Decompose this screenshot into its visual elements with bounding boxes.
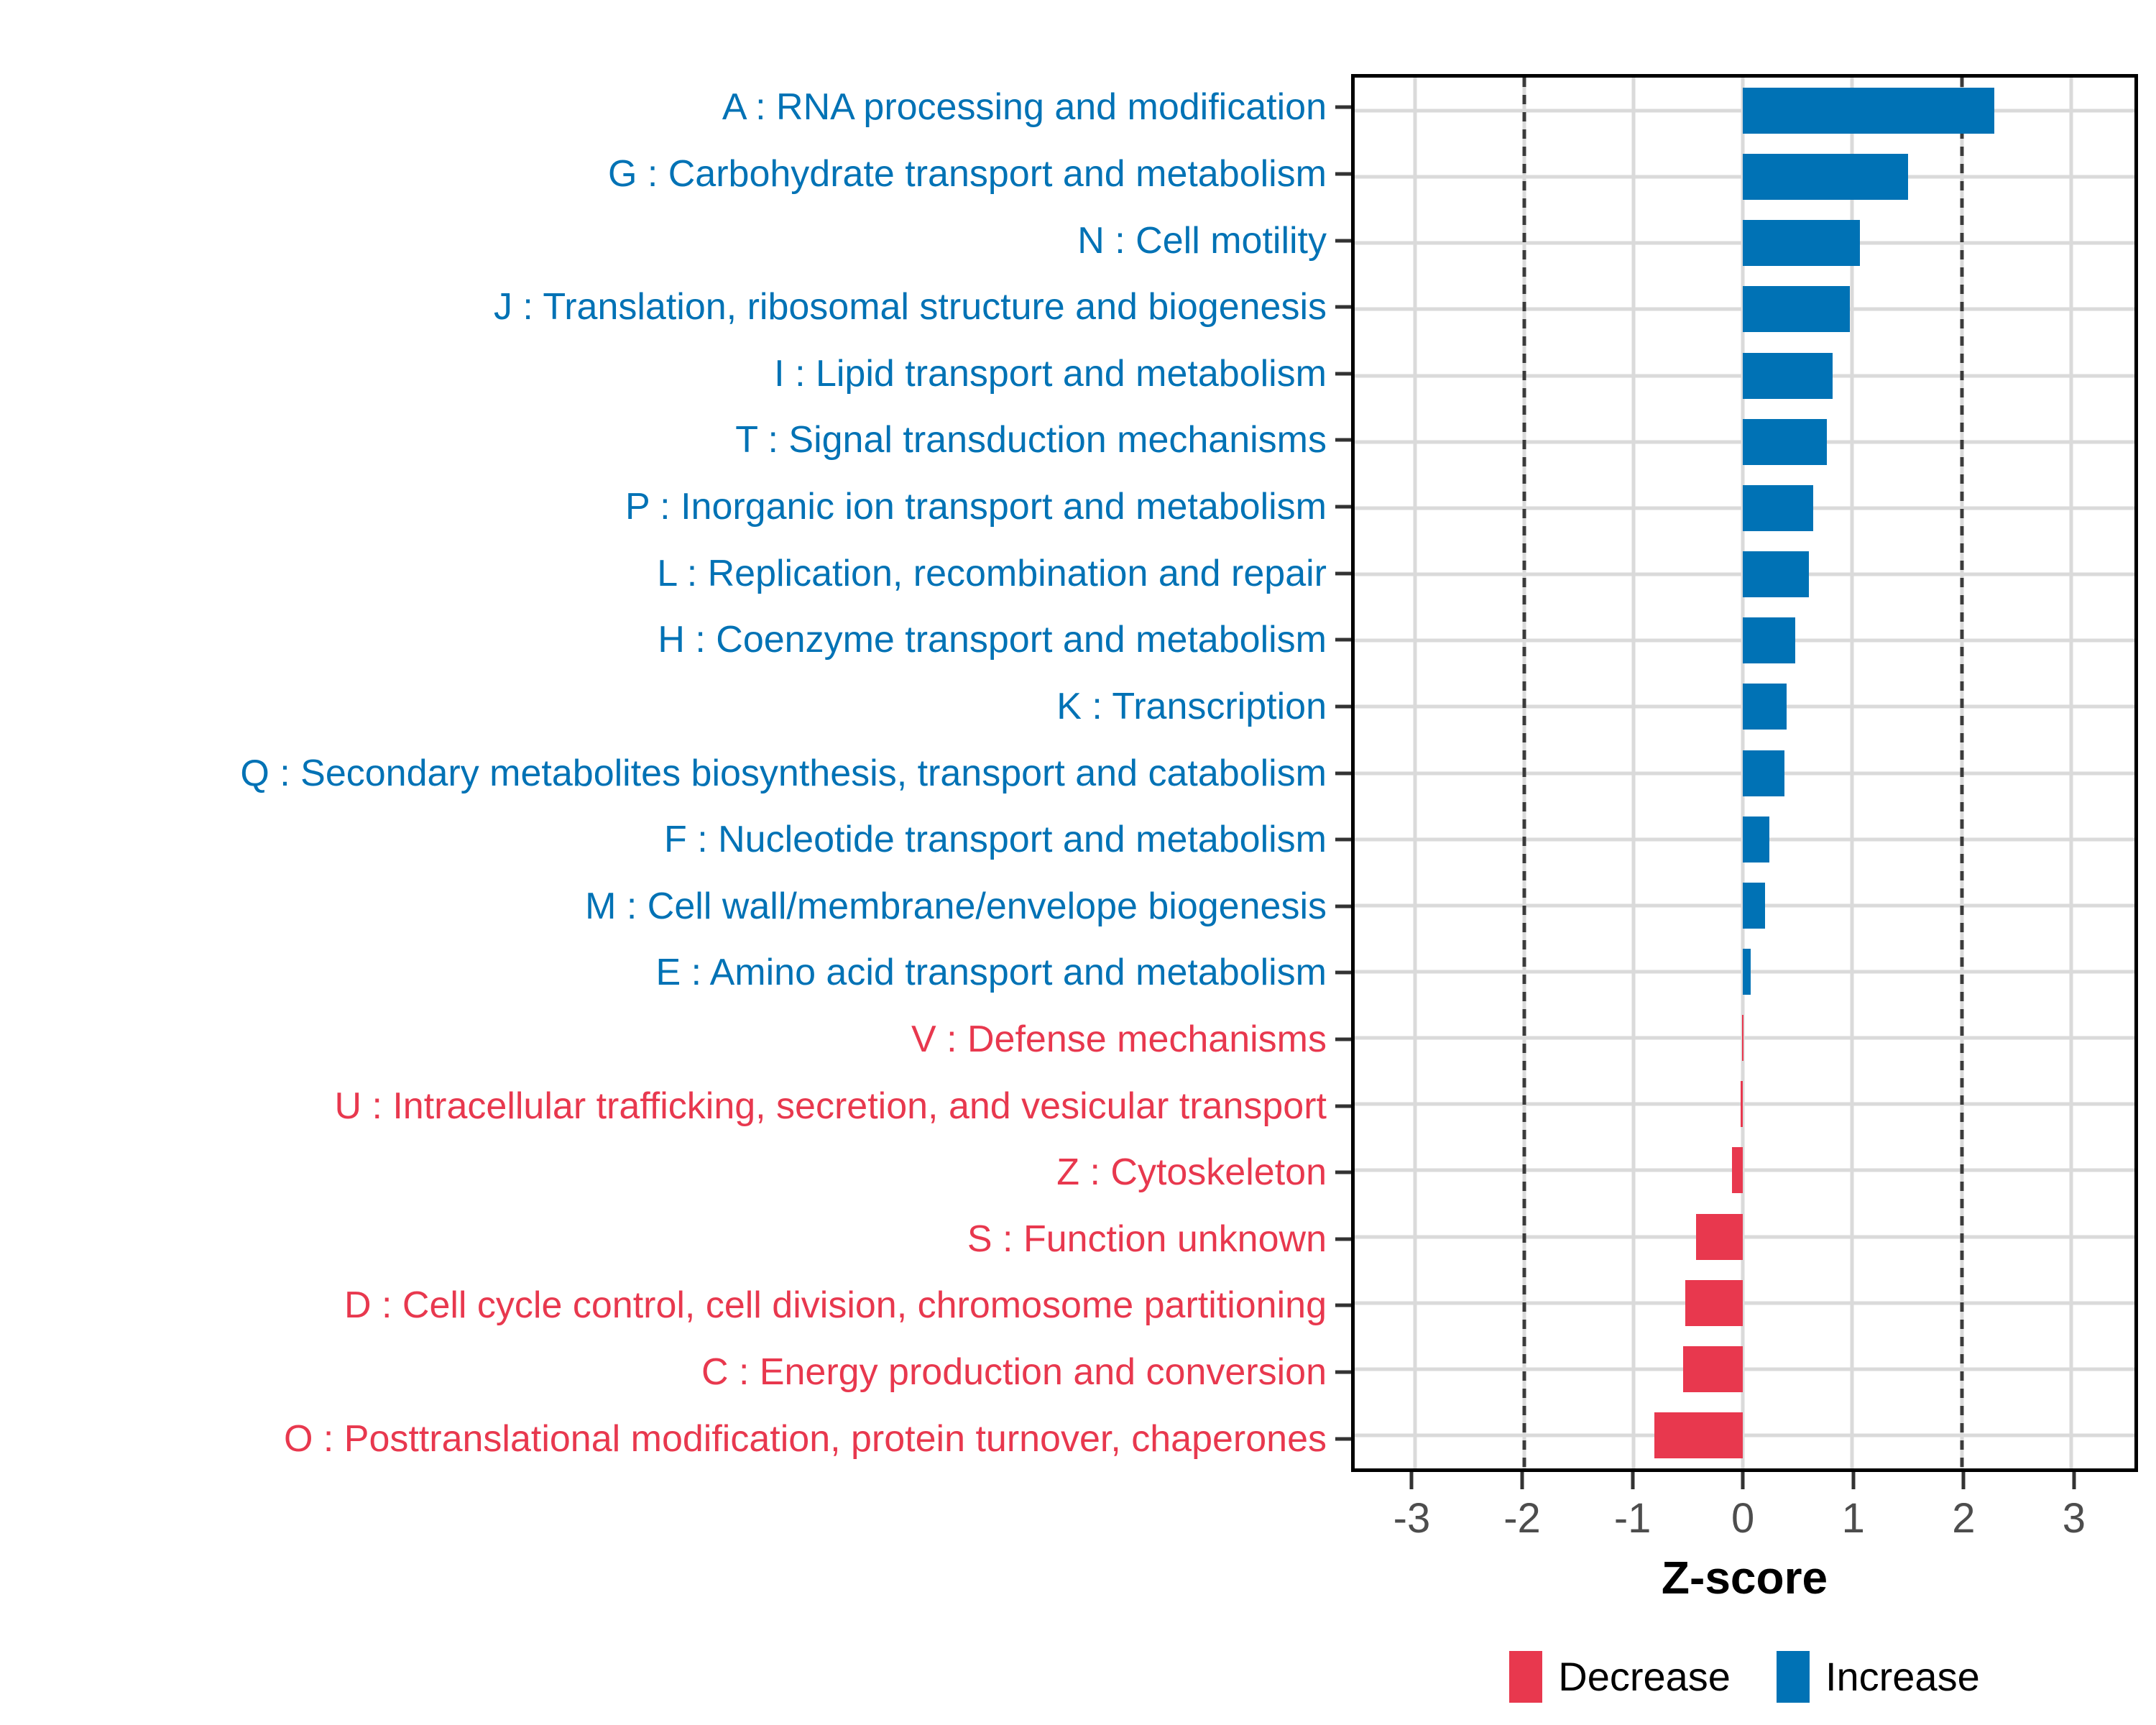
x-tick-0 — [1741, 1472, 1745, 1489]
category-label-O: O : Posttranslational modification, prot… — [283, 1417, 1327, 1460]
y-axis-ticks — [1335, 74, 1351, 1472]
x-tick--3 — [1409, 1472, 1414, 1489]
category-label-P: P : Inorganic ion transport and metaboli… — [625, 486, 1327, 528]
bar-G — [1743, 154, 1908, 201]
y-tick-C — [1335, 1370, 1351, 1374]
bar-C — [1682, 1346, 1743, 1392]
x-tick-label--2: -2 — [1503, 1495, 1541, 1542]
bar-N — [1743, 220, 1861, 267]
gridline-vertical--1 — [1631, 78, 1636, 1468]
category-label-E: E : Amino acid transport and metabolism — [655, 952, 1327, 994]
legend-label-decrease: Decrease — [1558, 1654, 1731, 1699]
category-label-J: J : Translation, ribosomal structure and… — [493, 286, 1327, 328]
category-label-I: I : Lipid transport and metabolism — [774, 352, 1327, 395]
x-tick--1 — [1631, 1472, 1635, 1489]
category-label-Z: Z : Cytoskeleton — [1056, 1151, 1327, 1194]
category-label-V: V : Defense mechanisms — [911, 1018, 1327, 1060]
y-tick-Q — [1335, 771, 1351, 775]
y-tick-S — [1335, 1237, 1351, 1241]
y-tick-K — [1335, 704, 1351, 709]
plot-panel — [1351, 74, 2138, 1472]
y-tick-E — [1335, 970, 1351, 975]
bar-L — [1743, 551, 1809, 598]
gridline-vertical-3 — [2069, 78, 2073, 1468]
y-tick-N — [1335, 239, 1351, 243]
category-label-T: T : Signal transduction mechanisms — [735, 419, 1327, 461]
x-tick-label-1: 1 — [1841, 1495, 1865, 1542]
category-label-M: M : Cell wall/membrane/envelope biogenes… — [585, 885, 1327, 927]
category-label-S: S : Function unknown — [967, 1218, 1327, 1260]
category-label-F: F : Nucleotide transport and metabolism — [664, 819, 1327, 861]
bar-I — [1743, 352, 1833, 399]
y-tick-P — [1335, 505, 1351, 509]
y-tick-F — [1335, 837, 1351, 842]
x-tick-label-2: 2 — [1952, 1495, 1976, 1542]
bar-E — [1743, 948, 1751, 995]
category-label-U: U : Intracellular trafficking, secretion… — [334, 1085, 1327, 1127]
bar-Q — [1743, 750, 1785, 796]
category-label-C: C : Energy production and conversion — [701, 1351, 1327, 1394]
x-tick-label-0: 0 — [1731, 1495, 1755, 1542]
x-axis: -3 -2 -1 0 1 2 3 — [1351, 1472, 2138, 1587]
category-label-G: G : Carbohydrate transport and metabolis… — [607, 152, 1327, 195]
x-tick-2 — [1961, 1472, 1966, 1489]
bar-A — [1743, 88, 1995, 134]
x-tick-label--3: -3 — [1393, 1495, 1431, 1542]
legend-item-decrease: Decrease — [1509, 1651, 1731, 1703]
category-label-A: A : RNA processing and modification — [722, 86, 1327, 129]
y-tick-J — [1335, 305, 1351, 309]
reference-line-2 — [1960, 78, 1964, 1468]
y-tick-L — [1335, 571, 1351, 576]
legend: Decrease Increase — [1351, 1644, 2138, 1709]
y-tick-I — [1335, 372, 1351, 376]
x-tick-1 — [1851, 1472, 1856, 1489]
y-tick-O — [1335, 1437, 1351, 1441]
x-tick-label--1: -1 — [1613, 1495, 1651, 1542]
y-tick-T — [1335, 438, 1351, 442]
y-tick-U — [1335, 1104, 1351, 1108]
bar-P — [1743, 484, 1813, 531]
x-tick-3 — [2072, 1472, 2076, 1489]
category-label-L: L : Replication, recombination and repai… — [657, 552, 1327, 594]
gridline-vertical--3 — [1413, 78, 1417, 1468]
bar-Z — [1732, 1147, 1743, 1194]
y-tick-D — [1335, 1303, 1351, 1307]
bar-U — [1741, 1081, 1743, 1128]
y-axis-category-labels: A : RNA processing and modification G : C… — [0, 74, 1327, 1472]
category-label-Q: Q : Secondary metabolites biosynthesis, … — [240, 752, 1327, 794]
bar-M — [1743, 882, 1765, 929]
decrease-swatch-icon — [1509, 1651, 1543, 1703]
x-tick-label-3: 3 — [2062, 1495, 2086, 1542]
bar-J — [1743, 286, 1851, 333]
bar-H — [1743, 617, 1796, 664]
gridline-vertical-1 — [1850, 78, 1854, 1468]
increase-swatch-icon — [1776, 1651, 1810, 1703]
y-tick-Z — [1335, 1170, 1351, 1174]
category-label-N: N : Cell motility — [1077, 219, 1327, 262]
legend-label-increase: Increase — [1825, 1654, 1980, 1699]
y-tick-A — [1335, 105, 1351, 109]
bar-F — [1743, 816, 1769, 862]
y-tick-V — [1335, 1037, 1351, 1041]
x-axis-title: Z-score — [1661, 1552, 1828, 1604]
bar-O — [1654, 1412, 1743, 1458]
y-tick-G — [1335, 172, 1351, 176]
x-tick--2 — [1520, 1472, 1524, 1489]
bar-T — [1743, 418, 1828, 465]
y-tick-H — [1335, 638, 1351, 642]
category-label-H: H : Coenzyme transport and metabolism — [658, 619, 1327, 661]
y-tick-M — [1335, 904, 1351, 908]
legend-item-increase: Increase — [1776, 1651, 1980, 1703]
category-label-D: D : Cell cycle control, cell division, c… — [344, 1284, 1327, 1327]
bar-V — [1741, 1015, 1743, 1062]
reference-line--2 — [1522, 78, 1526, 1468]
bar-D — [1685, 1279, 1743, 1326]
category-label-K: K : Transcription — [1056, 685, 1327, 727]
bar-S — [1695, 1213, 1743, 1260]
bar-K — [1743, 684, 1787, 730]
